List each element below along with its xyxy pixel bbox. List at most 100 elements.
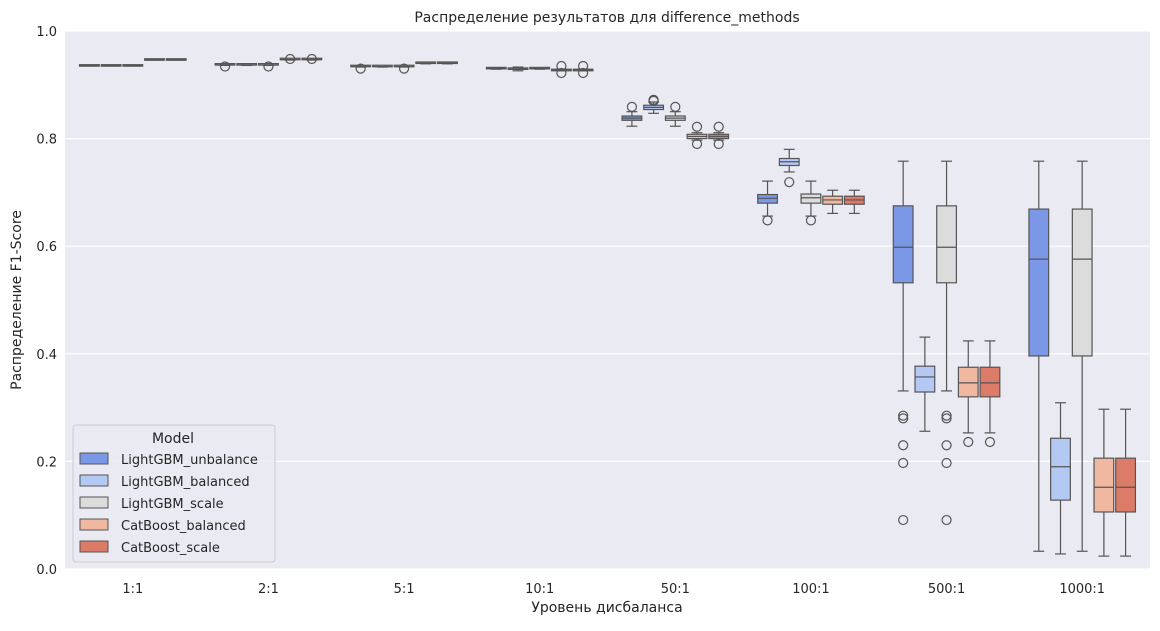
outlier-point xyxy=(941,457,952,469)
outlier-point xyxy=(963,436,974,448)
box-iqr xyxy=(979,366,1001,398)
outlier-point xyxy=(784,177,795,188)
x-tick-label: 5:1 xyxy=(394,582,415,597)
outlier-point xyxy=(941,410,952,421)
outlier-point xyxy=(219,61,231,72)
box-iqr xyxy=(957,366,979,398)
box-CatBoost_balanced-1:1 xyxy=(144,58,165,61)
legend-frame xyxy=(72,424,276,563)
y-tick-label: 0.2 xyxy=(36,455,57,470)
box-iqr xyxy=(936,205,958,284)
outlier-point xyxy=(577,60,589,72)
box-LightGBM_unbalance-100:1 xyxy=(757,180,778,226)
outlier-point xyxy=(306,53,317,65)
outlier-point xyxy=(691,138,703,150)
outlier-point xyxy=(984,436,996,448)
box-CatBoost_balanced-500:1 xyxy=(957,340,979,448)
outlier-point xyxy=(898,440,909,451)
box-LightGBM_scale-1000:1 xyxy=(1071,160,1093,552)
x-tick-label: 100:1 xyxy=(792,582,829,597)
box-iqr xyxy=(1028,208,1050,357)
legend-title: Model xyxy=(152,431,194,447)
box-LightGBM_balanced-500:1 xyxy=(914,336,936,432)
legend: Model LightGBM_unbalance LightGBM_balance… xyxy=(72,424,276,563)
box-iqr xyxy=(1115,457,1137,513)
box-LightGBM_scale-1:1 xyxy=(122,64,144,67)
outlier-point xyxy=(713,121,724,132)
x-tick-label: 1000:1 xyxy=(1059,582,1105,597)
outlier-point xyxy=(898,457,909,469)
x-tick-label: 10:1 xyxy=(525,582,554,597)
box-LightGBM_unbalance-2:1 xyxy=(214,61,236,72)
outlier-point xyxy=(556,60,567,72)
box-CatBoost_scale-1:1 xyxy=(165,58,187,61)
box-LightGBM_unbalance-50:1 xyxy=(621,101,643,127)
box-CatBoost_scale-500:1 xyxy=(979,340,1001,448)
box-CatBoost_balanced-100:1 xyxy=(822,189,844,214)
box-iqr xyxy=(1050,437,1071,501)
outlier-point xyxy=(355,63,366,74)
box-CatBoost_scale-100:1 xyxy=(843,189,865,214)
y-tick-label: 0.0 xyxy=(36,563,57,578)
box-CatBoost_scale-50:1 xyxy=(708,121,730,150)
outlier-point xyxy=(762,215,773,226)
legend-label: LightGBM_balanced xyxy=(121,475,250,490)
box-LightGBM_balanced-2:1 xyxy=(236,63,258,67)
box-LightGBM_unbalance-1000:1 xyxy=(1028,160,1050,552)
box-CatBoost_balanced-2:1 xyxy=(279,53,301,65)
box-iqr xyxy=(1071,208,1093,357)
outlier-point xyxy=(285,53,296,65)
y-tick-label: 0.4 xyxy=(36,348,57,363)
outlier-point xyxy=(263,61,274,72)
y-axis-label: Распределение F1-Score xyxy=(9,210,25,390)
box-iqr xyxy=(892,205,914,284)
x-axis-label: Уровень дисбаланса xyxy=(531,600,682,616)
box-CatBoost_balanced-10:1 xyxy=(550,60,572,79)
box-LightGBM_unbalance-1:1 xyxy=(78,64,100,67)
x-tick-label: 50:1 xyxy=(661,582,690,597)
y-tick-label: 1.0 xyxy=(36,25,57,40)
outlier-point xyxy=(805,215,817,226)
y-tick-label: 0.8 xyxy=(36,133,57,148)
box-LightGBM_balanced-5:1 xyxy=(371,64,393,68)
outlier-point xyxy=(648,95,659,107)
legend-label: LightGBM_unbalance xyxy=(121,453,258,468)
legend-swatch xyxy=(79,496,109,509)
box-iqr xyxy=(914,365,936,393)
chart-title: Распределение результатов для difference… xyxy=(414,10,799,26)
outlier-point xyxy=(670,101,681,112)
legend-swatch xyxy=(79,518,109,531)
outlier-point xyxy=(556,67,567,79)
y-tick-label: 0.6 xyxy=(36,240,57,255)
x-tick-label: 2:1 xyxy=(258,582,279,597)
box-CatBoost_balanced-5:1 xyxy=(415,61,437,65)
outlier-point xyxy=(941,413,952,424)
box-CatBoost_scale-1000:1 xyxy=(1115,408,1137,557)
box-LightGBM_unbalance-5:1 xyxy=(350,63,372,74)
legend-label: CatBoost_balanced xyxy=(121,519,246,534)
box-CatBoost_scale-5:1 xyxy=(437,61,458,65)
box-LightGBM_balanced-1:1 xyxy=(100,64,122,67)
box-LightGBM_balanced-1000:1 xyxy=(1050,402,1071,555)
box-LightGBM_balanced-100:1 xyxy=(778,148,800,188)
outlier-point xyxy=(626,101,638,112)
legend-swatch xyxy=(79,474,109,487)
outlier-point xyxy=(577,67,589,79)
box-LightGBM_scale-50:1 xyxy=(664,101,686,127)
outlier-point xyxy=(898,410,909,421)
legend-label: CatBoost_scale xyxy=(121,541,220,556)
box-iqr xyxy=(800,193,822,204)
box-CatBoost_balanced-50:1 xyxy=(686,121,708,150)
box-LightGBM_unbalance-500:1 xyxy=(892,160,914,526)
outlier-point xyxy=(898,413,909,424)
outlier-point xyxy=(713,138,724,150)
box-LightGBM_scale-500:1 xyxy=(936,160,958,526)
outlier-point xyxy=(941,514,952,526)
box-CatBoost_balanced-1000:1 xyxy=(1093,408,1115,557)
legend-swatch xyxy=(79,452,109,465)
box-LightGBM_scale-5:1 xyxy=(393,63,415,74)
outlier-point xyxy=(941,440,952,451)
box-LightGBM_scale-100:1 xyxy=(800,180,822,226)
